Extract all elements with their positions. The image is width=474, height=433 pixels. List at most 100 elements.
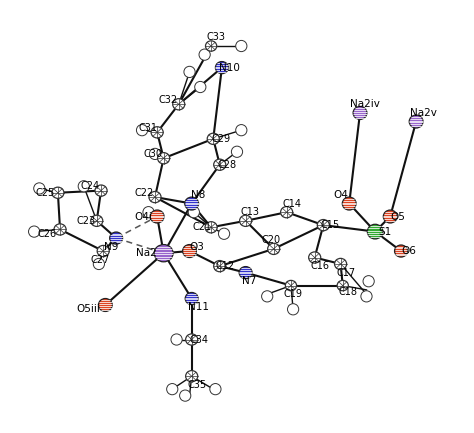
Ellipse shape (215, 61, 228, 74)
Text: Na2: Na2 (136, 248, 157, 258)
Circle shape (143, 207, 154, 218)
Ellipse shape (317, 220, 329, 231)
Text: O3: O3 (190, 242, 205, 252)
Ellipse shape (154, 245, 173, 262)
Text: C23: C23 (76, 216, 95, 226)
Text: C21: C21 (193, 222, 212, 232)
Ellipse shape (394, 245, 408, 257)
Text: C26: C26 (37, 229, 57, 239)
Ellipse shape (151, 127, 163, 138)
Ellipse shape (268, 243, 280, 255)
Ellipse shape (214, 159, 226, 170)
Circle shape (137, 125, 148, 136)
Ellipse shape (97, 246, 109, 257)
Ellipse shape (285, 281, 297, 291)
Ellipse shape (335, 259, 346, 270)
Text: C24: C24 (81, 181, 100, 191)
Ellipse shape (173, 99, 185, 110)
Text: O4i: O4i (135, 211, 152, 222)
Circle shape (236, 125, 247, 136)
Text: C29: C29 (211, 134, 230, 144)
Circle shape (180, 390, 191, 401)
Circle shape (93, 259, 104, 270)
Text: N11: N11 (188, 302, 209, 312)
Ellipse shape (52, 187, 64, 198)
Text: C18: C18 (338, 287, 357, 297)
Text: C25: C25 (35, 188, 55, 198)
Ellipse shape (206, 41, 217, 51)
Text: N10: N10 (219, 63, 240, 73)
Text: C33: C33 (207, 32, 226, 42)
Ellipse shape (149, 191, 161, 203)
Ellipse shape (205, 222, 217, 233)
Text: O4: O4 (333, 190, 348, 200)
Ellipse shape (342, 197, 356, 210)
Ellipse shape (150, 210, 164, 223)
Ellipse shape (157, 152, 170, 164)
Circle shape (34, 183, 45, 194)
Text: C13: C13 (240, 207, 259, 217)
Text: O5: O5 (391, 211, 405, 222)
Circle shape (199, 49, 210, 60)
Circle shape (361, 291, 372, 302)
Text: S1: S1 (378, 226, 391, 236)
Circle shape (236, 40, 247, 52)
Text: Na2v: Na2v (410, 108, 438, 118)
Ellipse shape (281, 207, 292, 218)
Ellipse shape (409, 115, 423, 128)
Circle shape (78, 181, 90, 192)
Ellipse shape (239, 267, 252, 279)
Ellipse shape (309, 252, 321, 263)
Text: C27: C27 (90, 255, 109, 265)
Circle shape (288, 304, 299, 315)
Circle shape (184, 66, 195, 78)
Ellipse shape (95, 185, 107, 196)
Text: C20: C20 (262, 235, 281, 245)
Ellipse shape (91, 215, 103, 226)
Text: O6: O6 (401, 246, 416, 256)
Ellipse shape (186, 334, 198, 345)
Text: C14: C14 (283, 199, 301, 209)
Ellipse shape (185, 197, 199, 210)
Text: C35: C35 (187, 380, 206, 390)
Ellipse shape (214, 261, 226, 272)
Text: Na2iv: Na2iv (350, 99, 380, 109)
Ellipse shape (353, 107, 367, 120)
Circle shape (167, 384, 178, 395)
Text: C22: C22 (135, 188, 154, 198)
Text: C15: C15 (320, 220, 339, 230)
Ellipse shape (367, 224, 383, 239)
Text: N7: N7 (242, 276, 256, 286)
Ellipse shape (207, 133, 219, 145)
Ellipse shape (186, 371, 198, 382)
Text: C34: C34 (190, 335, 209, 345)
Ellipse shape (337, 281, 348, 291)
Text: N8: N8 (191, 190, 205, 200)
Ellipse shape (99, 298, 112, 311)
Circle shape (28, 226, 40, 237)
Circle shape (188, 207, 200, 218)
Text: N9: N9 (104, 242, 118, 252)
Ellipse shape (182, 245, 196, 258)
Text: C16: C16 (310, 261, 329, 271)
Circle shape (262, 291, 273, 302)
Text: C32: C32 (158, 95, 177, 105)
Circle shape (149, 149, 161, 159)
Circle shape (210, 384, 221, 395)
Ellipse shape (54, 224, 66, 235)
Text: C28: C28 (218, 160, 237, 170)
Circle shape (219, 228, 230, 239)
Circle shape (171, 334, 182, 345)
Text: C30: C30 (143, 149, 162, 159)
Ellipse shape (239, 215, 252, 226)
Text: C17: C17 (336, 268, 356, 278)
Ellipse shape (383, 210, 397, 223)
Text: C12: C12 (215, 261, 235, 271)
Text: C31: C31 (138, 123, 157, 133)
Circle shape (195, 81, 206, 93)
Circle shape (363, 276, 374, 287)
Text: O5iii: O5iii (76, 304, 100, 314)
Ellipse shape (109, 232, 123, 244)
Text: C19: C19 (283, 289, 302, 299)
Circle shape (231, 146, 243, 157)
